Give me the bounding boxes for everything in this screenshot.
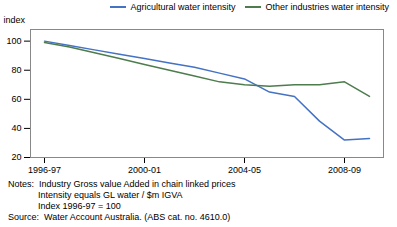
svg-text:20: 20 bbox=[11, 152, 21, 162]
svg-text:40: 40 bbox=[11, 123, 21, 133]
html-text:Notes: Industry Gross value Ad: Notes: Industry Gross value Added in cha… bbox=[8, 179, 236, 189]
html-text:Other industries water intensi: Other industries water intensity bbox=[265, 1, 389, 12]
svg-text:60: 60 bbox=[11, 94, 21, 104]
svg-text:index: index bbox=[4, 15, 26, 25]
svg-text:2004-05: 2004-05 bbox=[228, 165, 261, 175]
svg-text:2008-09: 2008-09 bbox=[328, 165, 361, 175]
svg-text:80: 80 bbox=[11, 65, 21, 75]
html-text:Agricultural water intensity: Agricultural water intensity bbox=[130, 1, 236, 12]
html-text:Index 1996-97 = 100: Index 1996-97 = 100 bbox=[8, 201, 121, 211]
html-text:Intensity equals GL water / $m: Intensity equals GL water / $m IGVA bbox=[8, 190, 183, 200]
svg-text:1996-97: 1996-97 bbox=[28, 165, 61, 175]
html-text:Source: Water Account Australi: Source: Water Account Australia. (ABS ca… bbox=[8, 212, 231, 222]
svg-text:2000-01: 2000-01 bbox=[128, 165, 161, 175]
svg-text:100: 100 bbox=[6, 36, 21, 46]
